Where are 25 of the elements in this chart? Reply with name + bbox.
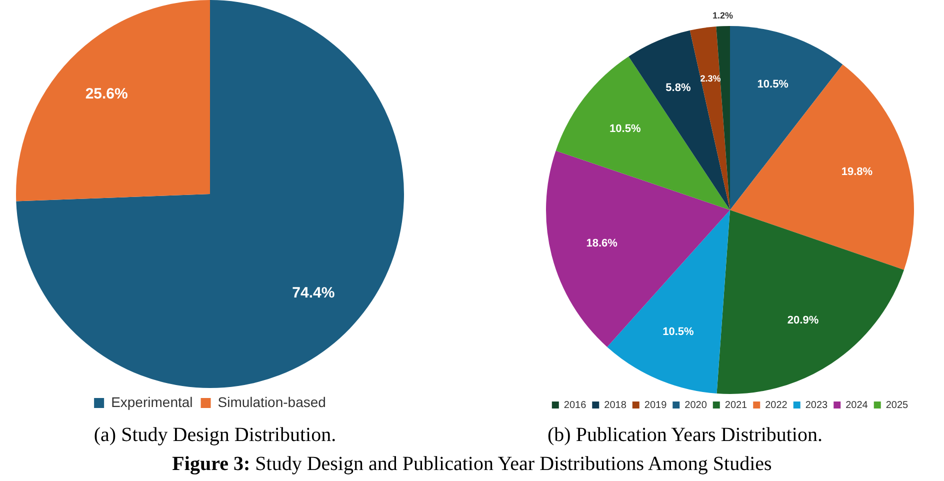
legend-label: 2025 — [886, 400, 909, 411]
data-label: 18.6% — [586, 238, 618, 250]
legend-label: 2021 — [724, 400, 748, 411]
legend-label: 2020 — [684, 400, 708, 411]
legend-label: 2023 — [805, 400, 828, 411]
data-label: 5.8% — [666, 82, 691, 94]
data-label: 10.5% — [662, 326, 694, 338]
legend-label: 2018 — [604, 400, 627, 411]
data-label: 10.5% — [610, 123, 641, 136]
legend-label: Experimental — [111, 394, 193, 410]
data-label: 2.3% — [700, 73, 721, 84]
data-label: 20.9% — [787, 314, 819, 327]
text: (a) Study Design Distribution. — [94, 424, 336, 447]
text: (b) Publication Years Distribution. — [548, 424, 822, 447]
data-label: 25.6% — [85, 86, 128, 103]
data-label: 19.8% — [841, 166, 873, 178]
data-label: 10.5% — [757, 78, 789, 91]
legend-label: 2024 — [846, 400, 868, 411]
data-label: 1.2% — [712, 10, 733, 21]
legend-label: 2022 — [765, 400, 788, 411]
data-label: 74.4% — [292, 284, 335, 302]
legend-label: 2019 — [644, 400, 668, 411]
caption: Figure 3: Study Design and Publication Year Distributions Among Studies — [172, 453, 772, 476]
legend-label: 2016 — [564, 400, 587, 411]
legend-label: Simulation-based — [218, 394, 326, 410]
